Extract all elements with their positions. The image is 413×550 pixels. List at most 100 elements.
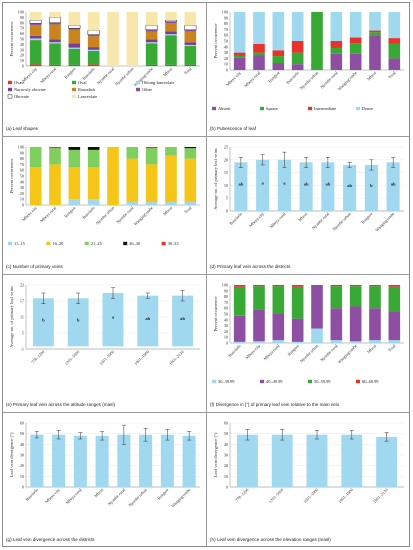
sig-letter-e-3: ab <box>145 316 150 321</box>
bar-a-1-0 <box>49 64 61 66</box>
bar-f-1-1 <box>253 309 265 342</box>
ytick-e-0: -1 <box>21 347 25 352</box>
legend-swatch-a-1 <box>72 80 76 85</box>
bar-f-4-1 <box>311 285 323 329</box>
bar-a-6-7 <box>145 12 158 26</box>
legend-label-b-1: Sparse <box>266 106 278 111</box>
ytick-f-3: 30 <box>224 323 228 328</box>
bar-b-3-2 <box>291 41 304 53</box>
bar-b-0-0 <box>233 57 246 70</box>
bar-c-2-3 <box>68 147 81 150</box>
ytick-h-1: 10 <box>224 474 228 479</box>
bar-b-2-1 <box>272 56 285 64</box>
legend-swatch-c-2 <box>84 241 89 246</box>
xtick-d-2: Mbeya rural <box>268 211 287 230</box>
bar-b-1-1 <box>253 52 265 56</box>
bar-f-1-0 <box>253 341 265 343</box>
bar-b-2-0 <box>272 63 285 70</box>
ytick-g-3: 30 <box>20 453 24 458</box>
bar-a-7-5 <box>165 21 177 24</box>
bar-f-5-2 <box>330 286 343 309</box>
xtick-c-6: Wanging'ombe <box>133 205 154 226</box>
ytick-c-0: 0 <box>22 203 24 208</box>
bar-a-5-7 <box>126 12 139 66</box>
xtick-f-7: Mbozi <box>366 343 378 355</box>
bar-f-1-2 <box>253 286 265 310</box>
ytick-a-7: 70 <box>20 26 24 31</box>
ytick-f-1: 10 <box>224 335 228 340</box>
bar-f-3-3 <box>291 285 304 287</box>
xtick-f-3: Rungwe <box>286 343 300 357</box>
bar-a-4-7 <box>107 12 119 66</box>
ytick-b-7: 70 <box>224 27 228 32</box>
xtick-f-8: Total <box>387 343 397 353</box>
panel-a: 0 10 20 30 40 50 60 70 80 90 100 Percent occurrence… <box>4 4 204 136</box>
ylabel-a: Percent occurrence <box>9 21 14 56</box>
bar-f-8-0 <box>388 340 401 343</box>
bar-f-5-0 <box>330 340 343 343</box>
panel-divider-row1 <box>2 136 410 137</box>
bar-g-3 <box>95 435 109 487</box>
ytick-f-0: 0 <box>226 341 228 346</box>
ytick-f-8: 80 <box>224 294 228 299</box>
legend-swatch-a-4 <box>72 87 76 92</box>
ylabel-c: Percent occurrence <box>9 158 14 193</box>
bar-e-4 <box>172 295 194 347</box>
panel-d: 0 5 10 15 20 25 Average no. of primary leaf ve… <box>208 139 408 274</box>
bar-c-6-1 <box>145 164 158 203</box>
bar-a-8-2 <box>184 44 197 47</box>
bar-c-8-1 <box>184 158 197 203</box>
caption-d: (d) Primary leaf vein across the distric… <box>210 264 291 269</box>
bar-b-7-1 <box>369 32 381 36</box>
xtick-b-2: Rungwe <box>267 70 281 84</box>
legend-label-b-3: Dense <box>362 106 373 111</box>
legend-swatch-f-0 <box>212 379 216 384</box>
legend-label-c-3: 26–30 <box>129 241 141 246</box>
ytick-g-4: 40 <box>20 442 24 447</box>
bar-b-1-0 <box>253 55 265 70</box>
sig-letter-d-0: ab <box>238 182 243 187</box>
ytick-c-8: 80 <box>20 156 24 161</box>
bar-f-8-1 <box>388 311 401 341</box>
bar-c-4-1 <box>107 147 119 205</box>
bar-f-4-0 <box>311 328 323 343</box>
xtick-a-2: Rungwe <box>63 66 77 80</box>
bar-f-2-3 <box>272 285 285 287</box>
bar-d-2 <box>277 159 291 211</box>
bar-g-7 <box>182 435 196 487</box>
bar-a-2-0 <box>68 64 81 66</box>
bar-a-2-6 <box>68 25 81 29</box>
bar-c-8-3 <box>184 147 197 149</box>
ytick-g-6: 60 <box>20 421 24 426</box>
bar-b-3-0 <box>291 64 304 70</box>
caption-c: (c) Number of primary veins <box>6 264 63 269</box>
xtick-g-6: Rungwe <box>156 487 170 501</box>
bar-e-3 <box>137 295 159 347</box>
bar-c-8-2 <box>184 148 197 159</box>
bar-c-5-1 <box>126 158 139 203</box>
bar-b-0-2 <box>233 52 246 56</box>
ytick-a-8: 80 <box>20 20 24 25</box>
ytick-a-4: 40 <box>20 42 24 47</box>
bar-b-2-3 <box>272 12 285 51</box>
sig-letter-d-2: a <box>283 180 286 185</box>
ylabel-d: Average no. of primary leaf veins <box>213 148 218 210</box>
bar-a-6-1 <box>145 43 158 65</box>
bar-a-8-4 <box>184 31 197 43</box>
xtick-e-3: 1901–1900 <box>133 349 150 366</box>
bar-a-1-4 <box>49 24 61 40</box>
bar-a-8-7 <box>184 12 197 26</box>
bar-a-2-1 <box>68 48 81 65</box>
xtick-a-1: Mbeya rural <box>39 66 58 85</box>
panel-h: 0 10 20 30 40 50 60 Leaf vein divergence (°) 778… <box>208 415 408 547</box>
bar-a-3-4 <box>87 36 100 48</box>
legend-label-f-3: 60–69.99 <box>362 379 379 384</box>
bar-c-6-2 <box>145 148 158 165</box>
bar-f-6-3 <box>349 285 362 287</box>
bar-d-1 <box>256 159 270 211</box>
bar-c-1-1 <box>49 164 61 205</box>
ytick-e-3: 17 <box>20 299 24 304</box>
legend-label-c-0: 11–15 <box>14 241 26 246</box>
xtick-g-3: Mbozi <box>93 487 105 499</box>
